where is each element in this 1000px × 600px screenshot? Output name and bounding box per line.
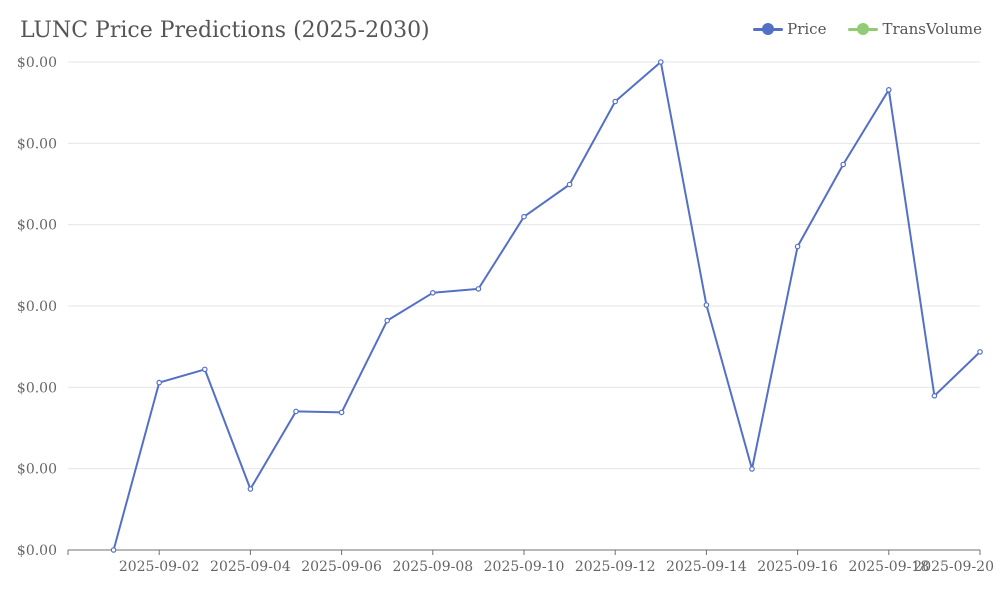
y-tick-label: $0.00 — [17, 299, 57, 315]
data-point[interactable] — [703, 302, 710, 308]
data-point[interactable] — [384, 317, 391, 324]
chart-title: LUNC Price Predictions (2025-2030) — [20, 18, 430, 43]
data-point[interactable] — [293, 408, 299, 415]
y-tick-label: $0.00 — [17, 462, 57, 478]
x-tick-label: 2025-09-20 — [913, 559, 994, 575]
data-point[interactable] — [931, 392, 938, 399]
data-point[interactable] — [475, 286, 482, 292]
y-tick-label: $0.00 — [17, 218, 57, 234]
x-tick-label: 2025-09-12 — [575, 559, 656, 575]
y-tick-label: $0.00 — [17, 136, 57, 152]
x-tick-label: 2025-09-14 — [666, 559, 747, 575]
legend-label-transvolume: TransVolume — [882, 20, 982, 38]
legend-label-price: Price — [787, 20, 827, 38]
series-layer — [110, 59, 983, 553]
legend-swatch-price — [753, 22, 784, 36]
grid-layer — [68, 61, 980, 470]
x-tick-label: 2025-09-04 — [210, 559, 291, 575]
data-point[interactable] — [749, 466, 755, 472]
legend-swatch-transvolume — [848, 22, 879, 36]
x-tick-label: 2025-09-02 — [119, 559, 200, 575]
y-tick-label: $0.00 — [17, 55, 57, 71]
x-tick-label: 2025-09-08 — [392, 559, 473, 575]
data-point[interactable] — [338, 409, 345, 416]
legend-item-price[interactable]: Price — [753, 20, 826, 38]
x-tick-label: 2025-09-06 — [301, 559, 382, 575]
x-tick-label: 2025-09-10 — [484, 559, 565, 575]
data-point[interactable] — [566, 181, 573, 188]
data-point[interactable] — [202, 366, 208, 373]
data-point[interactable] — [977, 349, 983, 355]
data-point[interactable] — [247, 486, 254, 492]
x-tick-label: 2025-09-18 — [848, 559, 929, 575]
data-point[interactable] — [429, 289, 436, 296]
data-point[interactable] — [885, 87, 892, 93]
series-line-price — [112, 61, 981, 551]
axis-layer: $0.00 $0.00 $0.00 $0.00 $0.00 $0.00 $0.00 2025-… — [17, 55, 994, 575]
legend: Price TransVolume — [753, 20, 982, 38]
y-tick-label: $0.00 — [17, 543, 57, 559]
data-point[interactable] — [840, 161, 847, 168]
y-tick-label: $0.00 — [17, 380, 57, 396]
x-tick-label: 2025-09-16 — [757, 559, 838, 575]
data-point[interactable] — [156, 379, 163, 386]
data-point[interactable] — [657, 59, 664, 65]
data-point[interactable] — [110, 547, 117, 553]
data-point[interactable] — [612, 98, 619, 105]
data-point[interactable] — [521, 213, 527, 220]
legend-item-transvolume[interactable]: TransVolume — [848, 20, 982, 38]
data-point[interactable] — [794, 243, 801, 250]
